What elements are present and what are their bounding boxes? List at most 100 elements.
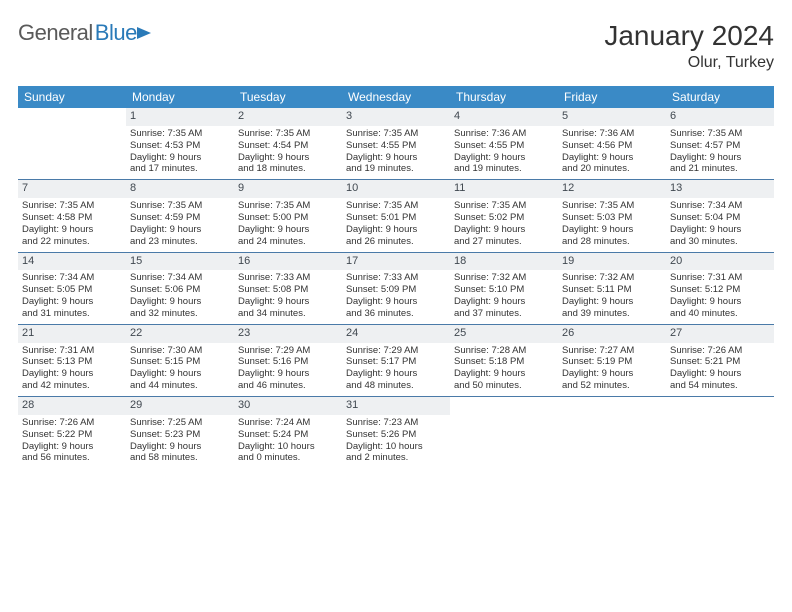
day-number: 13	[666, 180, 774, 198]
daylight-text: and 58 minutes.	[130, 452, 230, 464]
day-number: 24	[342, 325, 450, 343]
daylight-text: and 17 minutes.	[130, 163, 230, 175]
daylight-text: Daylight: 9 hours	[22, 296, 122, 308]
day-cell: 13Sunrise: 7:34 AMSunset: 5:04 PMDayligh…	[666, 180, 774, 252]
sunset-text: Sunset: 5:16 PM	[238, 356, 338, 368]
daylight-text: and 19 minutes.	[454, 163, 554, 175]
daylight-text: and 32 minutes.	[130, 308, 230, 320]
sunrise-text: Sunrise: 7:34 AM	[130, 272, 230, 284]
sunset-text: Sunset: 4:53 PM	[130, 140, 230, 152]
sunset-text: Sunset: 5:01 PM	[346, 212, 446, 224]
day-cell: 11Sunrise: 7:35 AMSunset: 5:02 PMDayligh…	[450, 180, 558, 252]
day-number: 19	[558, 253, 666, 271]
sunrise-text: Sunrise: 7:33 AM	[238, 272, 338, 284]
daylight-text: and 23 minutes.	[130, 236, 230, 248]
daylight-text: Daylight: 9 hours	[22, 441, 122, 453]
day-cell: 26Sunrise: 7:27 AMSunset: 5:19 PMDayligh…	[558, 324, 666, 396]
day-cell: 14Sunrise: 7:34 AMSunset: 5:05 PMDayligh…	[18, 252, 126, 324]
sunset-text: Sunset: 5:12 PM	[670, 284, 770, 296]
sunrise-text: Sunrise: 7:33 AM	[346, 272, 446, 284]
daylight-text: Daylight: 9 hours	[454, 152, 554, 164]
sunset-text: Sunset: 5:13 PM	[22, 356, 122, 368]
day-number: 5	[558, 108, 666, 126]
sunset-text: Sunset: 5:15 PM	[130, 356, 230, 368]
col-thursday: Thursday	[450, 86, 558, 108]
day-cell: 4Sunrise: 7:36 AMSunset: 4:55 PMDaylight…	[450, 108, 558, 180]
day-cell: 30Sunrise: 7:24 AMSunset: 5:24 PMDayligh…	[234, 397, 342, 469]
sunrise-text: Sunrise: 7:28 AM	[454, 345, 554, 357]
daylight-text: and 34 minutes.	[238, 308, 338, 320]
day-number: 29	[126, 397, 234, 415]
week-row: 28Sunrise: 7:26 AMSunset: 5:22 PMDayligh…	[18, 397, 774, 469]
sunrise-text: Sunrise: 7:35 AM	[130, 128, 230, 140]
sunset-text: Sunset: 5:02 PM	[454, 212, 554, 224]
sunrise-text: Sunrise: 7:35 AM	[346, 200, 446, 212]
sunrise-text: Sunrise: 7:35 AM	[562, 200, 662, 212]
day-number: 12	[558, 180, 666, 198]
col-tuesday: Tuesday	[234, 86, 342, 108]
day-cell: 3Sunrise: 7:35 AMSunset: 4:55 PMDaylight…	[342, 108, 450, 180]
day-cell: 25Sunrise: 7:28 AMSunset: 5:18 PMDayligh…	[450, 324, 558, 396]
day-number: 21	[18, 325, 126, 343]
daylight-text: Daylight: 9 hours	[130, 441, 230, 453]
daylight-text: Daylight: 9 hours	[346, 368, 446, 380]
daylight-text: Daylight: 9 hours	[346, 224, 446, 236]
location: Olur, Turkey	[604, 54, 774, 72]
sunset-text: Sunset: 5:18 PM	[454, 356, 554, 368]
daylight-text: and 42 minutes.	[22, 380, 122, 392]
daylight-text: Daylight: 9 hours	[22, 368, 122, 380]
sunrise-text: Sunrise: 7:36 AM	[562, 128, 662, 140]
sunset-text: Sunset: 5:17 PM	[346, 356, 446, 368]
day-cell: 18Sunrise: 7:32 AMSunset: 5:10 PMDayligh…	[450, 252, 558, 324]
col-friday: Friday	[558, 86, 666, 108]
calendar-header-row: Sunday Monday Tuesday Wednesday Thursday…	[18, 86, 774, 108]
sunset-text: Sunset: 4:56 PM	[562, 140, 662, 152]
day-number: 17	[342, 253, 450, 271]
daylight-text: and 44 minutes.	[130, 380, 230, 392]
sunrise-text: Sunrise: 7:29 AM	[346, 345, 446, 357]
sunset-text: Sunset: 5:08 PM	[238, 284, 338, 296]
day-number: 15	[126, 253, 234, 271]
daylight-text: and 31 minutes.	[22, 308, 122, 320]
daylight-text: Daylight: 9 hours	[454, 368, 554, 380]
logo-word1: General	[18, 20, 93, 46]
sunrise-text: Sunrise: 7:34 AM	[22, 272, 122, 284]
week-row: 14Sunrise: 7:34 AMSunset: 5:05 PMDayligh…	[18, 252, 774, 324]
day-number: 14	[18, 253, 126, 271]
day-number: 9	[234, 180, 342, 198]
day-cell	[18, 108, 126, 180]
sunrise-text: Sunrise: 7:36 AM	[454, 128, 554, 140]
sunrise-text: Sunrise: 7:30 AM	[130, 345, 230, 357]
sunset-text: Sunset: 5:09 PM	[346, 284, 446, 296]
title-block: January 2024 Olur, Turkey	[604, 20, 774, 72]
daylight-text: and 22 minutes.	[22, 236, 122, 248]
day-number: 10	[342, 180, 450, 198]
daylight-text: and 27 minutes.	[454, 236, 554, 248]
daylight-text: Daylight: 9 hours	[22, 224, 122, 236]
daylight-text: Daylight: 9 hours	[130, 224, 230, 236]
daylight-text: Daylight: 9 hours	[346, 152, 446, 164]
daylight-text: and 2 minutes.	[346, 452, 446, 464]
daylight-text: and 56 minutes.	[22, 452, 122, 464]
daylight-text: Daylight: 9 hours	[454, 224, 554, 236]
day-cell: 22Sunrise: 7:30 AMSunset: 5:15 PMDayligh…	[126, 324, 234, 396]
daylight-text: Daylight: 9 hours	[238, 224, 338, 236]
daylight-text: Daylight: 9 hours	[238, 296, 338, 308]
daylight-text: and 46 minutes.	[238, 380, 338, 392]
sunset-text: Sunset: 5:05 PM	[22, 284, 122, 296]
sunrise-text: Sunrise: 7:31 AM	[22, 345, 122, 357]
sunrise-text: Sunrise: 7:35 AM	[670, 128, 770, 140]
col-monday: Monday	[126, 86, 234, 108]
day-number: 3	[342, 108, 450, 126]
week-row: 7Sunrise: 7:35 AMSunset: 4:58 PMDaylight…	[18, 180, 774, 252]
sunrise-text: Sunrise: 7:35 AM	[454, 200, 554, 212]
sunrise-text: Sunrise: 7:35 AM	[22, 200, 122, 212]
day-cell: 1Sunrise: 7:35 AMSunset: 4:53 PMDaylight…	[126, 108, 234, 180]
day-cell: 2Sunrise: 7:35 AMSunset: 4:54 PMDaylight…	[234, 108, 342, 180]
day-number: 18	[450, 253, 558, 271]
daylight-text: Daylight: 9 hours	[454, 296, 554, 308]
sunset-text: Sunset: 5:03 PM	[562, 212, 662, 224]
calendar-body: 1Sunrise: 7:35 AMSunset: 4:53 PMDaylight…	[18, 108, 774, 468]
day-cell: 21 Sunrise: 7:31 AMSunset: 5:13 PMDayligh…	[18, 324, 126, 396]
sunrise-text: Sunrise: 7:26 AM	[22, 417, 122, 429]
